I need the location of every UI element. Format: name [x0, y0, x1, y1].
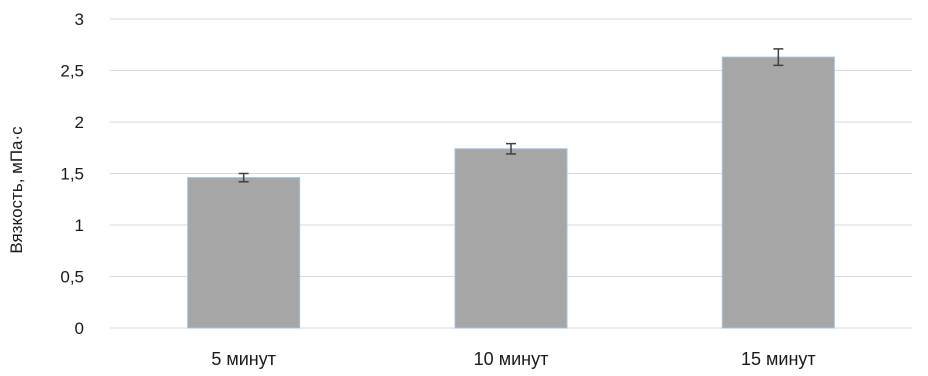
- y-tick-label: 3: [75, 10, 84, 29]
- y-axis-title: Вязкость, мПа·с: [7, 126, 26, 254]
- bar: [187, 177, 301, 329]
- error-bar: [238, 172, 249, 183]
- x-tick-label: 15 минут: [741, 349, 816, 369]
- error-bar: [773, 48, 784, 67]
- y-tick-label: 2,5: [60, 62, 84, 81]
- bars: [187, 56, 835, 329]
- bar: [721, 56, 835, 329]
- bar: [454, 148, 568, 329]
- y-tick-label: 0: [75, 319, 84, 338]
- x-tick-label: 5 минут: [211, 349, 276, 369]
- y-tick-label: 2: [75, 113, 84, 132]
- y-tick-label: 1,5: [60, 165, 84, 184]
- y-tick-label: 1: [75, 216, 84, 235]
- error-bar: [506, 142, 516, 155]
- y-tick-label: 0,5: [60, 268, 84, 287]
- error-bars: [238, 48, 784, 183]
- x-tick-label: 10 минут: [474, 349, 549, 369]
- x-tick-labels: 5 минут 10 минут 15 минут: [211, 349, 815, 369]
- y-tick-labels: 0 0,5 1 1,5 2 2,5 3: [60, 10, 84, 338]
